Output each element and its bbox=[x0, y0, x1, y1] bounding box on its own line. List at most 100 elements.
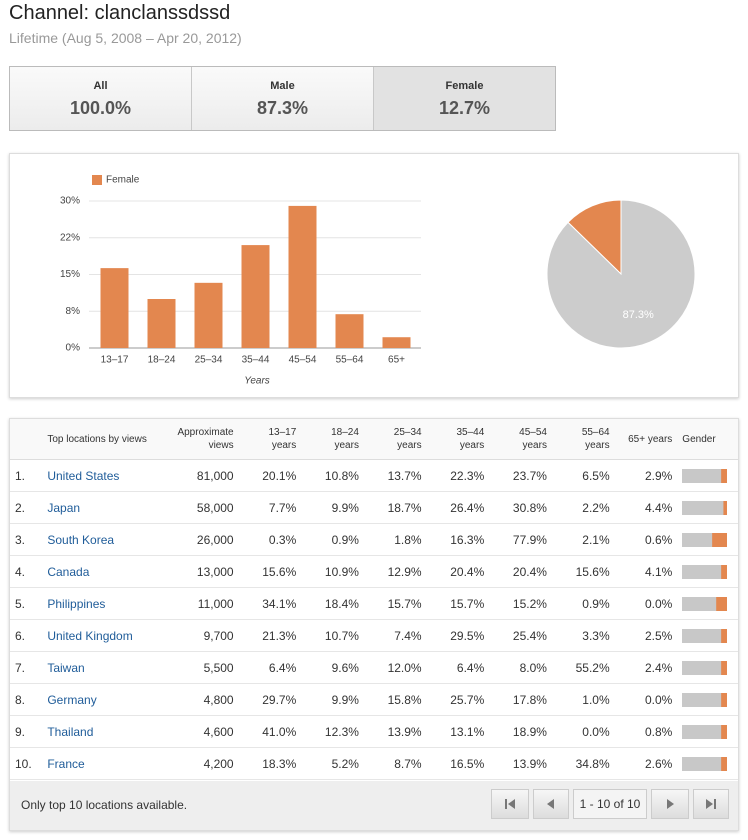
value-cell: 8.7% bbox=[363, 747, 427, 780]
tab-label: All bbox=[93, 80, 108, 92]
tab[interactable]: Female 12.7% bbox=[374, 67, 555, 130]
last-page-button[interactable] bbox=[693, 789, 729, 819]
y-tick-label: 30% bbox=[60, 196, 80, 207]
value-cell: 6.4% bbox=[426, 651, 490, 684]
value-cell: 12.0% bbox=[363, 651, 427, 684]
value-cell: 77.9% bbox=[489, 523, 552, 556]
column-header: 35–44 years bbox=[426, 419, 490, 460]
location-link[interactable]: France bbox=[47, 756, 85, 771]
location-cell: Japan bbox=[42, 491, 172, 524]
y-tick-label: 15% bbox=[60, 269, 80, 280]
value-cell: 15.8% bbox=[363, 683, 427, 716]
rank-cell: 8. bbox=[10, 683, 43, 716]
gender-bar bbox=[682, 724, 728, 739]
location-link[interactable]: Canada bbox=[47, 564, 90, 579]
value-cell: 12.3% bbox=[301, 715, 364, 748]
rank-cell: 3. bbox=[10, 523, 43, 556]
gender-bg bbox=[682, 468, 728, 483]
gender-female bbox=[721, 660, 728, 675]
value-cell: 10.7% bbox=[301, 619, 364, 652]
gender-cell bbox=[677, 683, 738, 716]
bar bbox=[288, 205, 317, 348]
tab[interactable]: Male 87.3% bbox=[192, 67, 374, 130]
y-tick-label: 8% bbox=[66, 306, 81, 317]
bar bbox=[382, 337, 411, 348]
gender-bg bbox=[682, 596, 728, 611]
gender-female bbox=[721, 756, 728, 771]
location-link[interactable]: Philippines bbox=[47, 596, 106, 611]
x-tick-label: 18–24 bbox=[148, 355, 176, 366]
bar bbox=[100, 268, 129, 348]
value-cell: 8.0% bbox=[489, 651, 552, 684]
location-cell: Thailand bbox=[42, 715, 172, 748]
value-cell: 13.1% bbox=[426, 715, 490, 748]
location-link[interactable]: United States bbox=[47, 468, 120, 483]
gender-female bbox=[721, 468, 728, 483]
channel-title: Channel: clanclanssdssd bbox=[9, 2, 231, 24]
x-tick-label: 13–17 bbox=[101, 355, 129, 366]
column-header: 55–64 years bbox=[551, 419, 615, 460]
value-cell: 2.6% bbox=[614, 747, 678, 780]
gender-cell bbox=[677, 491, 738, 524]
pie-slice bbox=[567, 199, 622, 276]
icon bbox=[547, 799, 554, 809]
gender-bar bbox=[682, 500, 728, 515]
prev-page-button[interactable] bbox=[533, 789, 569, 819]
value-cell: 25.4% bbox=[489, 619, 552, 652]
value-cell: 4.1% bbox=[614, 555, 678, 588]
location-link[interactable]: South Korea bbox=[47, 532, 115, 547]
tab-value: 100.0% bbox=[69, 98, 132, 118]
gender-bar bbox=[682, 468, 728, 483]
next-page-button[interactable] bbox=[651, 789, 689, 819]
rank-cell: 5. bbox=[10, 587, 43, 620]
y-tick-label: 22% bbox=[60, 232, 80, 243]
column-header: 18–24 years bbox=[301, 419, 364, 460]
value-cell: 0.6% bbox=[614, 523, 678, 556]
subtitle: Lifetime (Aug 5, 2008 – Apr 20, 2012) bbox=[9, 30, 242, 46]
footer-note: Only top 10 locations available. bbox=[21, 798, 188, 812]
icon bbox=[706, 799, 716, 809]
tab-label: Male bbox=[270, 80, 295, 92]
value-cell: 18.4% bbox=[301, 587, 364, 620]
column-header: Gender bbox=[677, 419, 738, 460]
value-cell: 25.7% bbox=[426, 683, 490, 716]
location-row: 8. Germany 4,800 29.7% 9.9% 15.8% 25.7% 17.8% 1.… bbox=[10, 683, 738, 716]
location-link[interactable]: Taiwan bbox=[47, 660, 85, 675]
first-page-button[interactable] bbox=[491, 789, 529, 819]
location-link[interactable]: Japan bbox=[47, 500, 81, 515]
gender-bar bbox=[682, 596, 728, 611]
gender-female bbox=[721, 564, 728, 579]
value-cell: 0.9% bbox=[301, 523, 364, 556]
value-cell: 18.7% bbox=[363, 491, 427, 524]
location-link[interactable]: Germany bbox=[47, 692, 97, 707]
location-link[interactable]: United Kingdom bbox=[47, 628, 133, 643]
value-cell: 1.0% bbox=[551, 683, 615, 716]
gender-bg bbox=[682, 628, 728, 643]
rank-cell: 6. bbox=[10, 619, 43, 652]
rank-cell: 7. bbox=[10, 651, 43, 684]
tab[interactable]: All 100.0% bbox=[10, 67, 192, 130]
x-tick-label: 65+ bbox=[388, 355, 405, 366]
y-tick-label: 0% bbox=[66, 343, 81, 354]
value-cell: 10.9% bbox=[301, 555, 364, 588]
value-cell: 13,000 bbox=[171, 555, 239, 588]
value-cell: 9,700 bbox=[171, 619, 239, 652]
gender-female bbox=[721, 724, 728, 739]
value-cell: 58,000 bbox=[171, 491, 239, 524]
value-cell: 0.3% bbox=[238, 523, 302, 556]
value-cell: 0.0% bbox=[551, 715, 615, 748]
value-cell: 29.7% bbox=[238, 683, 302, 716]
location-link[interactable]: Thailand bbox=[47, 724, 94, 739]
value-cell: 16.3% bbox=[426, 523, 490, 556]
bar bbox=[194, 282, 223, 348]
rank-cell: 9. bbox=[10, 715, 43, 748]
table-footer: Only top 10 locations available. 1 - 10 … bbox=[10, 781, 738, 830]
gender-bg bbox=[682, 724, 728, 739]
value-cell: 30.8% bbox=[489, 491, 552, 524]
gender-female bbox=[712, 532, 728, 547]
value-cell: 2.2% bbox=[551, 491, 615, 524]
tab-value: 87.3% bbox=[256, 98, 309, 118]
column-header: 25–34 years bbox=[363, 419, 427, 460]
value-cell: 20.4% bbox=[489, 555, 552, 588]
